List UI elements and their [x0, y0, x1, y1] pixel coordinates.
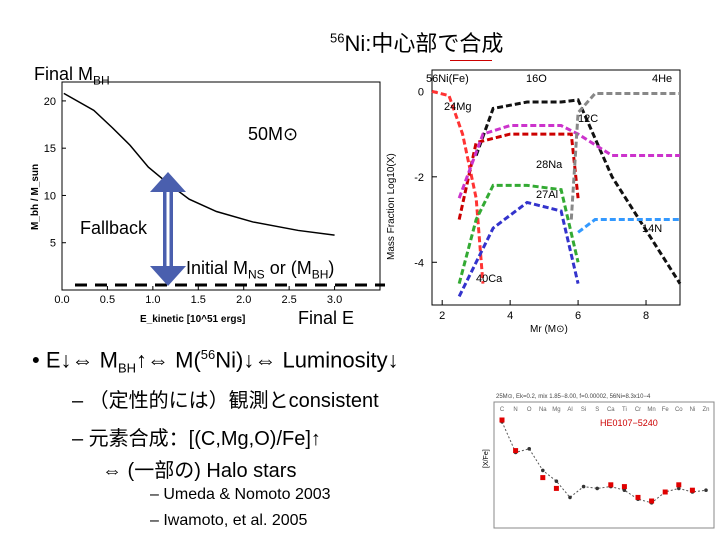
- x-tick-label: 8: [643, 310, 649, 322]
- series-24Mg: [457, 132, 580, 220]
- observed-point: [662, 489, 668, 495]
- inset-header: 25M⊙, Ek=0.2, mix 1.85−8.00, f=0.00002, …: [496, 394, 651, 400]
- observed-point: [689, 487, 695, 493]
- x-tick-label: 6: [575, 310, 581, 322]
- series-28Na: [457, 183, 580, 285]
- x-tick-label: 2.0: [236, 294, 251, 306]
- element-label: Mn: [647, 407, 655, 413]
- model-point: [704, 488, 708, 492]
- sub-bullet-nucleosynthesis: – 元素合成：[(C,Mg,O)/Fe]↑: [72, 428, 321, 450]
- x-tick-label: 3.0: [327, 294, 342, 306]
- inset-y-label: [X/Fe]: [483, 449, 490, 468]
- final-e-label: Final E: [298, 308, 355, 328]
- series-16O: [474, 98, 682, 285]
- species-label: 28Na: [536, 159, 563, 171]
- series-27Al: [457, 200, 580, 298]
- left-chart-frame: [61, 81, 381, 291]
- species-label: 56Ni(Fe): [426, 73, 469, 85]
- element-label: Fe: [662, 407, 670, 413]
- element-label: N: [513, 407, 517, 413]
- y-tick-label: 5: [50, 238, 56, 250]
- slide-title: 56Ni:中心部で合成: [330, 30, 504, 56]
- series-12C: [457, 124, 680, 199]
- y-axis-label: Mass Fraction Log10(X): [386, 153, 397, 260]
- observed-point: [649, 498, 655, 504]
- observed-point: [608, 482, 614, 488]
- final-mbh-label: Final MBH: [34, 64, 110, 88]
- abundance-pattern-chart: 25M⊙, Ek=0.2, mix 1.85−8.00, f=0.00002, …: [483, 394, 715, 529]
- model-point: [581, 484, 586, 489]
- element-label: Zn: [702, 407, 709, 413]
- species-label: 4He: [652, 73, 672, 85]
- species-label: 14N: [642, 223, 662, 235]
- x-tick-label: 2.5: [281, 294, 296, 306]
- observed-point: [553, 485, 559, 491]
- x-tick-label: 1.5: [191, 294, 206, 306]
- element-label: Cr: [635, 407, 641, 413]
- initial-mass-label: Initial MNS or (MBH): [186, 258, 335, 282]
- fallback-label: Fallback: [80, 218, 148, 238]
- y-tick-label: 0: [418, 86, 424, 98]
- main-bullet: • E↓⇔ MBH↑⇔ M(56Ni)↓⇔ Luminosity↓: [32, 347, 399, 376]
- element-label: Co: [675, 407, 683, 413]
- observed-point: [540, 475, 546, 481]
- species-label: 24Mg: [444, 101, 472, 113]
- mass-fraction-chart: 0 -2 -4 2 4 6 8 Mass Fraction Log10(X) Mr (M⊙) 56…: [386, 60, 682, 335]
- element-label: Ni: [690, 407, 696, 413]
- mass-50msun-label: 50M⊙: [248, 124, 299, 144]
- x-axis-label: Mr (M⊙): [530, 324, 568, 335]
- x-tick-label: 0.0: [54, 294, 69, 306]
- y-tick-label: -4: [414, 257, 424, 269]
- y-tick-label: -2: [414, 172, 424, 184]
- species-label: 12C: [578, 113, 598, 125]
- element-label: C: [500, 407, 505, 413]
- element-label: Mg: [552, 407, 560, 413]
- fallback-arrow: [150, 172, 186, 286]
- mbh-curve: [63, 92, 335, 236]
- x-tick-label: 0.5: [100, 294, 115, 306]
- element-label: Ca: [607, 407, 615, 413]
- model-line: [501, 421, 707, 504]
- mbh-vs-ekin-chart: 0.0 0.5 1.0 1.5 2.0 2.5 3.0 5 10 15 20 E_kinetic [1…: [30, 81, 385, 325]
- x-axis-label: E_kinetic [10^51 ergs]: [140, 314, 245, 325]
- y-tick-label: 15: [44, 143, 56, 155]
- y-tick-label: 20: [44, 96, 56, 108]
- element-label: Al: [567, 407, 572, 413]
- observed-point: [635, 494, 641, 500]
- inset-frame: [493, 401, 715, 529]
- model-point: [622, 488, 627, 492]
- observed-point: [676, 482, 682, 488]
- model-point: [595, 486, 599, 491]
- series-56Ni(Fe): [431, 89, 485, 284]
- element-label: S: [595, 407, 599, 413]
- x-tick-label: 4: [507, 310, 513, 322]
- series-4He: [569, 92, 680, 220]
- observed-point: [621, 484, 627, 490]
- observed-point: [499, 417, 505, 423]
- x-tick-label: 2: [439, 310, 445, 322]
- x-tick-label: 1.0: [145, 294, 160, 306]
- species-label: 40Ca: [476, 273, 503, 285]
- model-point: [677, 486, 681, 491]
- species-label: 16O: [526, 73, 547, 85]
- y-axis-label: M_bh / M_sun: [30, 164, 41, 230]
- model-point: [568, 495, 572, 500]
- observed-point: [513, 448, 519, 454]
- sub-bullet-consistent: – （定性的には）観測とconsistent: [72, 390, 379, 412]
- series-14N: [577, 218, 680, 234]
- inset-star-label: HE0107−5240: [600, 418, 658, 428]
- reference-umeda: – Umeda & Nomoto 2003: [150, 486, 331, 503]
- model-point: [541, 468, 545, 473]
- model-point: [554, 479, 559, 483]
- reference-iwamoto: – Iwamoto, et al. 2005: [150, 512, 308, 529]
- element-label: Ti: [622, 407, 627, 413]
- element-label: Si: [581, 407, 586, 413]
- element-label: Na: [539, 407, 547, 413]
- element-label: O: [527, 407, 532, 413]
- species-label: 27Al: [536, 189, 558, 201]
- y-tick-label: 10: [44, 190, 56, 202]
- sub-bullet-halo-stars: ⇔ (一部の) Halo stars: [102, 460, 297, 482]
- model-point: [527, 447, 531, 451]
